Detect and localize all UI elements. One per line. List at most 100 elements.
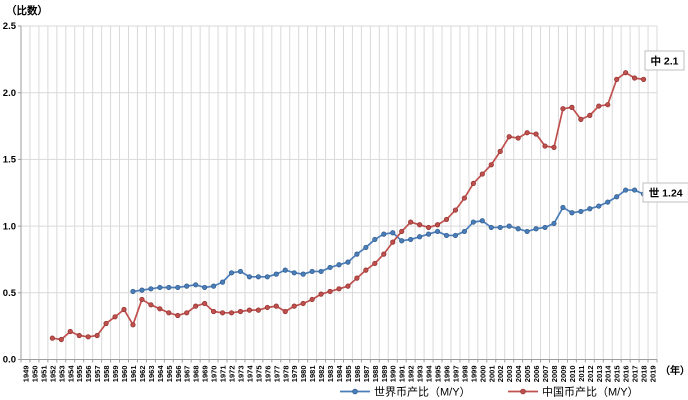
data-point-marker [479, 171, 485, 177]
x-axis-unit: （年） [660, 364, 688, 377]
data-point-marker [49, 335, 55, 341]
data-point-marker [291, 270, 297, 276]
data-point-marker [139, 296, 145, 303]
world-series-line [132, 189, 644, 293]
data-point-marker [139, 287, 145, 293]
data-point-marker [363, 267, 369, 273]
y-tick-label: 2.5 [3, 21, 17, 32]
legend-swatch-marker [520, 388, 526, 395]
x-tick-label: 1982 [317, 366, 326, 383]
data-point-marker [345, 259, 351, 265]
data-point-marker [587, 112, 593, 118]
x-tick-label: 1991 [398, 366, 407, 383]
data-point-marker [417, 234, 423, 240]
data-point-marker [76, 332, 82, 339]
axes [20, 26, 657, 360]
data-point-marker [452, 232, 459, 239]
x-tick-label: 1973 [236, 366, 245, 383]
annotation-text: 中 2.1 [650, 54, 678, 67]
x-tick-label: 1977 [272, 366, 281, 383]
data-point-marker [219, 310, 226, 316]
data-point-marker [470, 180, 476, 187]
data-point-marker [640, 76, 647, 82]
x-tick-label: 2001 [487, 366, 496, 383]
data-point-marker [327, 264, 333, 271]
data-point-marker [228, 310, 235, 316]
data-point-marker [157, 306, 163, 312]
data-point-marker [237, 268, 244, 275]
annotation-box [644, 50, 685, 71]
x-tick-label: 1953 [57, 366, 66, 383]
legend-swatch-marker [352, 388, 358, 395]
x-tick-label: 1998 [460, 366, 469, 383]
x-tick-label: 1999 [469, 366, 478, 383]
data-point-marker [569, 210, 575, 216]
china-series [49, 70, 647, 343]
data-point-marker [524, 228, 530, 235]
data-point-marker [623, 187, 629, 193]
data-point-marker [506, 134, 512, 140]
x-tick-label: 1964 [156, 365, 165, 383]
data-point-marker [542, 224, 548, 231]
data-point-marker [121, 306, 127, 313]
y-tick-label: 1.0 [3, 221, 16, 232]
data-point-marker [381, 251, 387, 257]
annotation-text: 世 1.24 [649, 186, 683, 199]
x-tick-label: 1961 [129, 366, 138, 383]
data-point-marker [551, 220, 557, 227]
data-point-marker [157, 284, 163, 291]
data-point-marker [148, 286, 154, 292]
y-tick-label: 0.5 [3, 288, 17, 299]
x-tick-label: 1971 [219, 366, 228, 383]
x-tick-label: 2015 [613, 366, 622, 383]
data-point-marker [578, 116, 584, 122]
data-point-marker [166, 284, 172, 291]
data-point-marker [596, 203, 602, 209]
data-point-marker [560, 204, 566, 211]
x-tick-label: 2014 [604, 365, 613, 383]
x-tick-label: 1993 [416, 366, 425, 383]
world-series [130, 187, 647, 295]
data-point-marker [578, 208, 584, 215]
data-point-marker [443, 232, 450, 239]
data-point-marker [166, 310, 172, 316]
data-point-marker [193, 303, 199, 309]
data-point-marker [542, 143, 548, 149]
x-tick-label: 1968 [192, 366, 201, 383]
data-point-marker [497, 148, 503, 154]
y-tick-label: 2.0 [3, 88, 16, 99]
legend-label: 中国币产比（M/Y） [542, 384, 639, 398]
x-tick-label: 1959 [111, 366, 120, 383]
x-tick-label: 1992 [407, 366, 416, 383]
x-tick-label: 1949 [21, 366, 30, 383]
x-tick-label: 1990 [389, 366, 398, 383]
data-point-marker [345, 283, 351, 289]
y-tick-label: 0.0 [3, 355, 16, 366]
data-point-marker [148, 302, 154, 308]
data-point-marker [300, 271, 306, 277]
x-tick-label: 1974 [245, 365, 254, 383]
data-point-marker [417, 222, 423, 228]
data-point-marker [515, 226, 521, 232]
data-point-marker [300, 300, 306, 307]
x-tick-label: 1976 [263, 366, 272, 383]
y-axis-title: （比数） [6, 4, 48, 17]
data-point-marker [309, 296, 315, 303]
x-tick-label: 1988 [371, 366, 380, 383]
x-tick-label: 1985 [344, 366, 353, 383]
data-point-marker [282, 267, 288, 273]
x-tick-label: 1955 [75, 366, 84, 383]
data-point-marker [354, 275, 360, 281]
data-point-marker [443, 216, 450, 223]
data-point-marker [632, 75, 638, 81]
data-point-marker [470, 219, 476, 225]
data-point-marker [175, 312, 181, 319]
x-tick-label: 1956 [84, 366, 93, 383]
data-point-marker [228, 270, 235, 276]
data-point-marker [614, 194, 620, 200]
data-point-marker [273, 271, 279, 277]
x-tick-label: 1997 [451, 366, 460, 383]
x-tick-label: 1957 [93, 366, 102, 383]
